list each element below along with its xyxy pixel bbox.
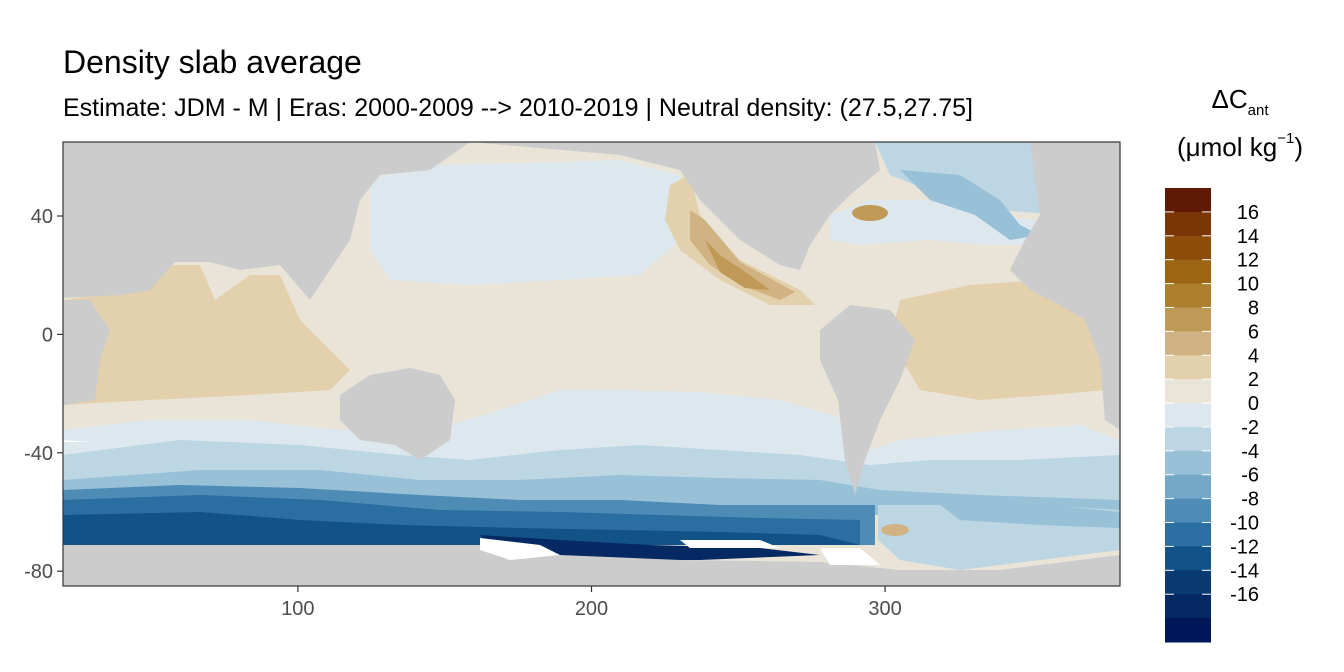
weddell-deep-field bbox=[940, 505, 1120, 528]
ne-pacific-warm-peak bbox=[705, 240, 770, 290]
legend-label: -14 bbox=[1230, 560, 1259, 582]
legend-label: -2 bbox=[1241, 417, 1259, 439]
southern-ocean-deepest bbox=[480, 535, 820, 560]
y-tick-label: -80 bbox=[24, 561, 53, 583]
legend-swatch bbox=[1165, 522, 1211, 547]
north-atlantic-warm-patch bbox=[852, 205, 888, 221]
legend-label: 14 bbox=[1237, 226, 1259, 248]
legend-label: 10 bbox=[1237, 274, 1259, 296]
legend-swatch bbox=[1165, 570, 1211, 595]
legend-title-symbol: ΔCant bbox=[1211, 84, 1269, 119]
y-tick-label: 0 bbox=[42, 324, 53, 346]
labrador-sea-field bbox=[900, 170, 1040, 240]
legend-swatch bbox=[1165, 426, 1211, 452]
land-north-america bbox=[470, 142, 880, 270]
legend-label: 2 bbox=[1248, 369, 1259, 391]
plot-subtitle: Estimate: JDM - M | Eras: 2000-2009 --> … bbox=[63, 94, 973, 122]
land-asia bbox=[63, 142, 470, 300]
x-tick-label: 300 bbox=[868, 598, 901, 620]
legend-swatch bbox=[1165, 211, 1211, 237]
land-antarctica bbox=[63, 545, 1120, 586]
legend-swatch bbox=[1165, 259, 1211, 285]
missing-data-areas bbox=[63, 440, 880, 565]
land-africa bbox=[63, 300, 110, 405]
legend-swatch bbox=[1165, 618, 1211, 643]
legend-label: -16 bbox=[1230, 584, 1259, 606]
legend-swatch bbox=[1165, 331, 1211, 356]
legend-label: 0 bbox=[1248, 393, 1259, 415]
legend-swatch bbox=[1165, 283, 1211, 308]
y-tick-label: 40 bbox=[31, 206, 53, 228]
legend-swatch bbox=[1165, 188, 1211, 213]
legend-swatch bbox=[1165, 235, 1211, 261]
legend-title-unit: (μmol kg−1) bbox=[1177, 130, 1303, 162]
legend-label: 12 bbox=[1237, 250, 1259, 272]
legend-label: -12 bbox=[1230, 536, 1259, 558]
legend-swatch bbox=[1165, 594, 1211, 619]
land-masses bbox=[63, 142, 1120, 586]
legend-label: 6 bbox=[1248, 321, 1259, 343]
legend-label: -6 bbox=[1241, 465, 1259, 487]
indian-ocean-field bbox=[63, 265, 350, 405]
legend-swatch bbox=[1165, 403, 1211, 428]
legend-swatch bbox=[1165, 474, 1211, 500]
y-tick-label: -40 bbox=[24, 443, 53, 465]
x-tick-label: 100 bbox=[281, 598, 314, 620]
south-atlantic-field bbox=[890, 280, 1105, 400]
legend-swatch bbox=[1165, 307, 1211, 332]
legend-label: 8 bbox=[1248, 297, 1259, 319]
land-south-america bbox=[820, 305, 915, 495]
legend-label: 4 bbox=[1248, 345, 1259, 367]
plot-title: Density slab average bbox=[63, 44, 362, 80]
legend-label: 16 bbox=[1237, 202, 1259, 224]
x-tick-label: 200 bbox=[575, 598, 608, 620]
drake-warm-patch bbox=[881, 524, 909, 536]
legend-label: -4 bbox=[1241, 441, 1259, 463]
land-europe-africa bbox=[1010, 142, 1120, 430]
legend-swatch bbox=[1165, 546, 1211, 571]
legend-label: -8 bbox=[1241, 489, 1259, 511]
north-pacific-field bbox=[370, 160, 680, 285]
southern-ocean-deep bbox=[63, 512, 860, 545]
legend-swatch bbox=[1165, 450, 1211, 476]
legend-swatch bbox=[1165, 379, 1211, 404]
legend-swatch bbox=[1165, 355, 1211, 380]
legend-swatch bbox=[1165, 498, 1211, 524]
land-australia bbox=[340, 368, 455, 460]
legend-label: -10 bbox=[1230, 513, 1259, 535]
